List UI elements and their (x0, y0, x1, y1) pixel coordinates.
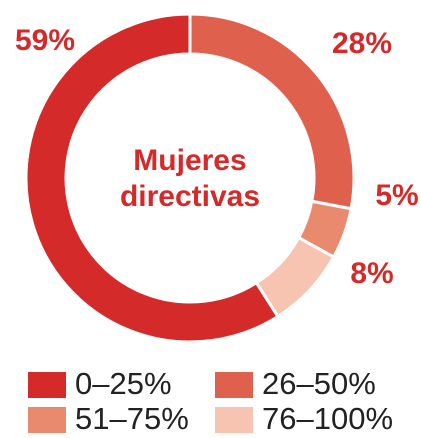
legend-swatch (215, 372, 253, 398)
donut-segment (24, 12, 280, 344)
legend-label: 51–75% (75, 401, 189, 436)
legend-swatch (28, 407, 66, 433)
value-label: 28% (332, 27, 392, 60)
value-label: 5% (375, 179, 418, 212)
value-label: 59% (15, 24, 75, 57)
donut-segment (254, 235, 336, 319)
legend-swatch (28, 372, 66, 398)
center-title: Mujeres (133, 144, 246, 177)
legend-swatch (215, 407, 253, 433)
value-label: 8% (350, 257, 393, 290)
legend-label: 0–25% (75, 366, 172, 401)
center-title: directivas (120, 180, 260, 213)
legend-label: 76–100% (262, 401, 393, 436)
legend-label: 26–50% (262, 366, 376, 401)
